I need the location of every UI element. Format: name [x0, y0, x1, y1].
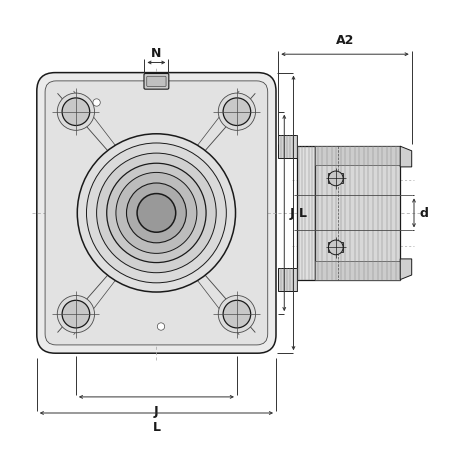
- Bar: [328, 174, 342, 184]
- Circle shape: [328, 241, 342, 255]
- Circle shape: [93, 100, 100, 107]
- Polygon shape: [399, 147, 411, 168]
- Bar: [314, 147, 399, 280]
- Text: J: J: [154, 404, 158, 417]
- Bar: [278, 269, 296, 291]
- FancyBboxPatch shape: [146, 77, 166, 87]
- Circle shape: [137, 194, 175, 233]
- Text: A2: A2: [335, 34, 353, 47]
- Circle shape: [223, 99, 250, 126]
- Circle shape: [57, 94, 95, 131]
- Polygon shape: [399, 259, 411, 280]
- Text: N: N: [151, 47, 161, 60]
- Circle shape: [116, 173, 196, 254]
- Circle shape: [328, 172, 342, 186]
- Text: L: L: [152, 420, 160, 433]
- Bar: [328, 243, 342, 253]
- FancyBboxPatch shape: [37, 73, 275, 353]
- Circle shape: [157, 323, 164, 330]
- Text: d: d: [419, 207, 427, 220]
- Circle shape: [106, 164, 206, 263]
- Circle shape: [77, 134, 235, 292]
- Text: J: J: [289, 207, 294, 220]
- Circle shape: [86, 144, 226, 283]
- Bar: [314, 147, 399, 165]
- Circle shape: [218, 296, 255, 333]
- Circle shape: [223, 301, 250, 328]
- Circle shape: [62, 301, 90, 328]
- Bar: [296, 147, 314, 280]
- FancyBboxPatch shape: [45, 82, 267, 345]
- Circle shape: [96, 154, 216, 273]
- Circle shape: [218, 94, 255, 131]
- Circle shape: [126, 184, 186, 243]
- Bar: [314, 262, 399, 280]
- FancyBboxPatch shape: [144, 74, 168, 90]
- Text: L: L: [298, 207, 306, 220]
- Circle shape: [57, 296, 95, 333]
- Circle shape: [62, 99, 90, 126]
- Bar: [278, 135, 296, 158]
